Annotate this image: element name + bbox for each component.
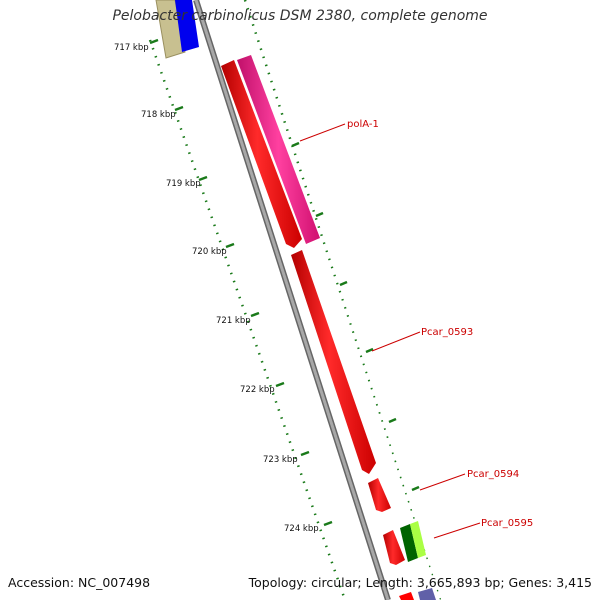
- outer-dotted-arc: [243, 0, 442, 600]
- tick-dash-718: [174, 105, 184, 112]
- gene-blue-partial: [175, 0, 199, 52]
- genome-backbone: [193, 0, 391, 600]
- gene-purple-bottom: [418, 588, 436, 600]
- gene-label-polA-1: polA-1: [347, 119, 379, 130]
- gene-red-small: [383, 530, 405, 565]
- tick-dash-724: [323, 520, 333, 527]
- tick-label-724: 724 kbp: [284, 524, 319, 534]
- gene-lime-pcar0595: [410, 521, 426, 558]
- tick-label-717: 717 kbp: [114, 43, 149, 53]
- tick-dash-720: [225, 242, 235, 249]
- map-title: Pelobacter carbinolicus DSM 2380, comple…: [112, 8, 488, 24]
- gene-label-pcar0595: Pcar_0595: [481, 518, 533, 529]
- tick-dash-722: [275, 381, 285, 388]
- tick-dash-719: [198, 175, 208, 182]
- tick-label-718: 718 kbp: [141, 110, 176, 120]
- gene-pink-polA-1: [237, 55, 320, 244]
- gene-red-pcar0594: [368, 478, 391, 512]
- tick-label-721: 721 kbp: [216, 316, 251, 326]
- gene-green-pcar0595: [400, 524, 418, 562]
- tick-dash-717: [149, 38, 159, 45]
- tick-dash-721: [250, 311, 260, 318]
- gene-red-pcar0593: [291, 250, 376, 474]
- tick-label-720: 720 kbp: [192, 247, 227, 257]
- gene-red-bottom: [399, 592, 414, 600]
- inner-dotted-arc: [148, 39, 347, 600]
- tick-dashes: [149, 38, 420, 527]
- label-leaders: [299, 123, 481, 539]
- tick-label-722: 722 kbp: [240, 385, 275, 395]
- tick-label-719: 719 kbp: [166, 179, 201, 189]
- genome-summary: Topology: circular; Length: 3,665,893 bp…: [248, 575, 592, 590]
- gene-label-pcar0593: Pcar_0593: [421, 327, 473, 338]
- tick-dash-723: [300, 450, 310, 457]
- tick-label-723: 723 kbp: [263, 455, 298, 465]
- accession-label: Accession: NC_007498: [8, 575, 151, 590]
- gene-label-pcar0594: Pcar_0594: [467, 469, 519, 480]
- gene-red-polA: [221, 60, 302, 248]
